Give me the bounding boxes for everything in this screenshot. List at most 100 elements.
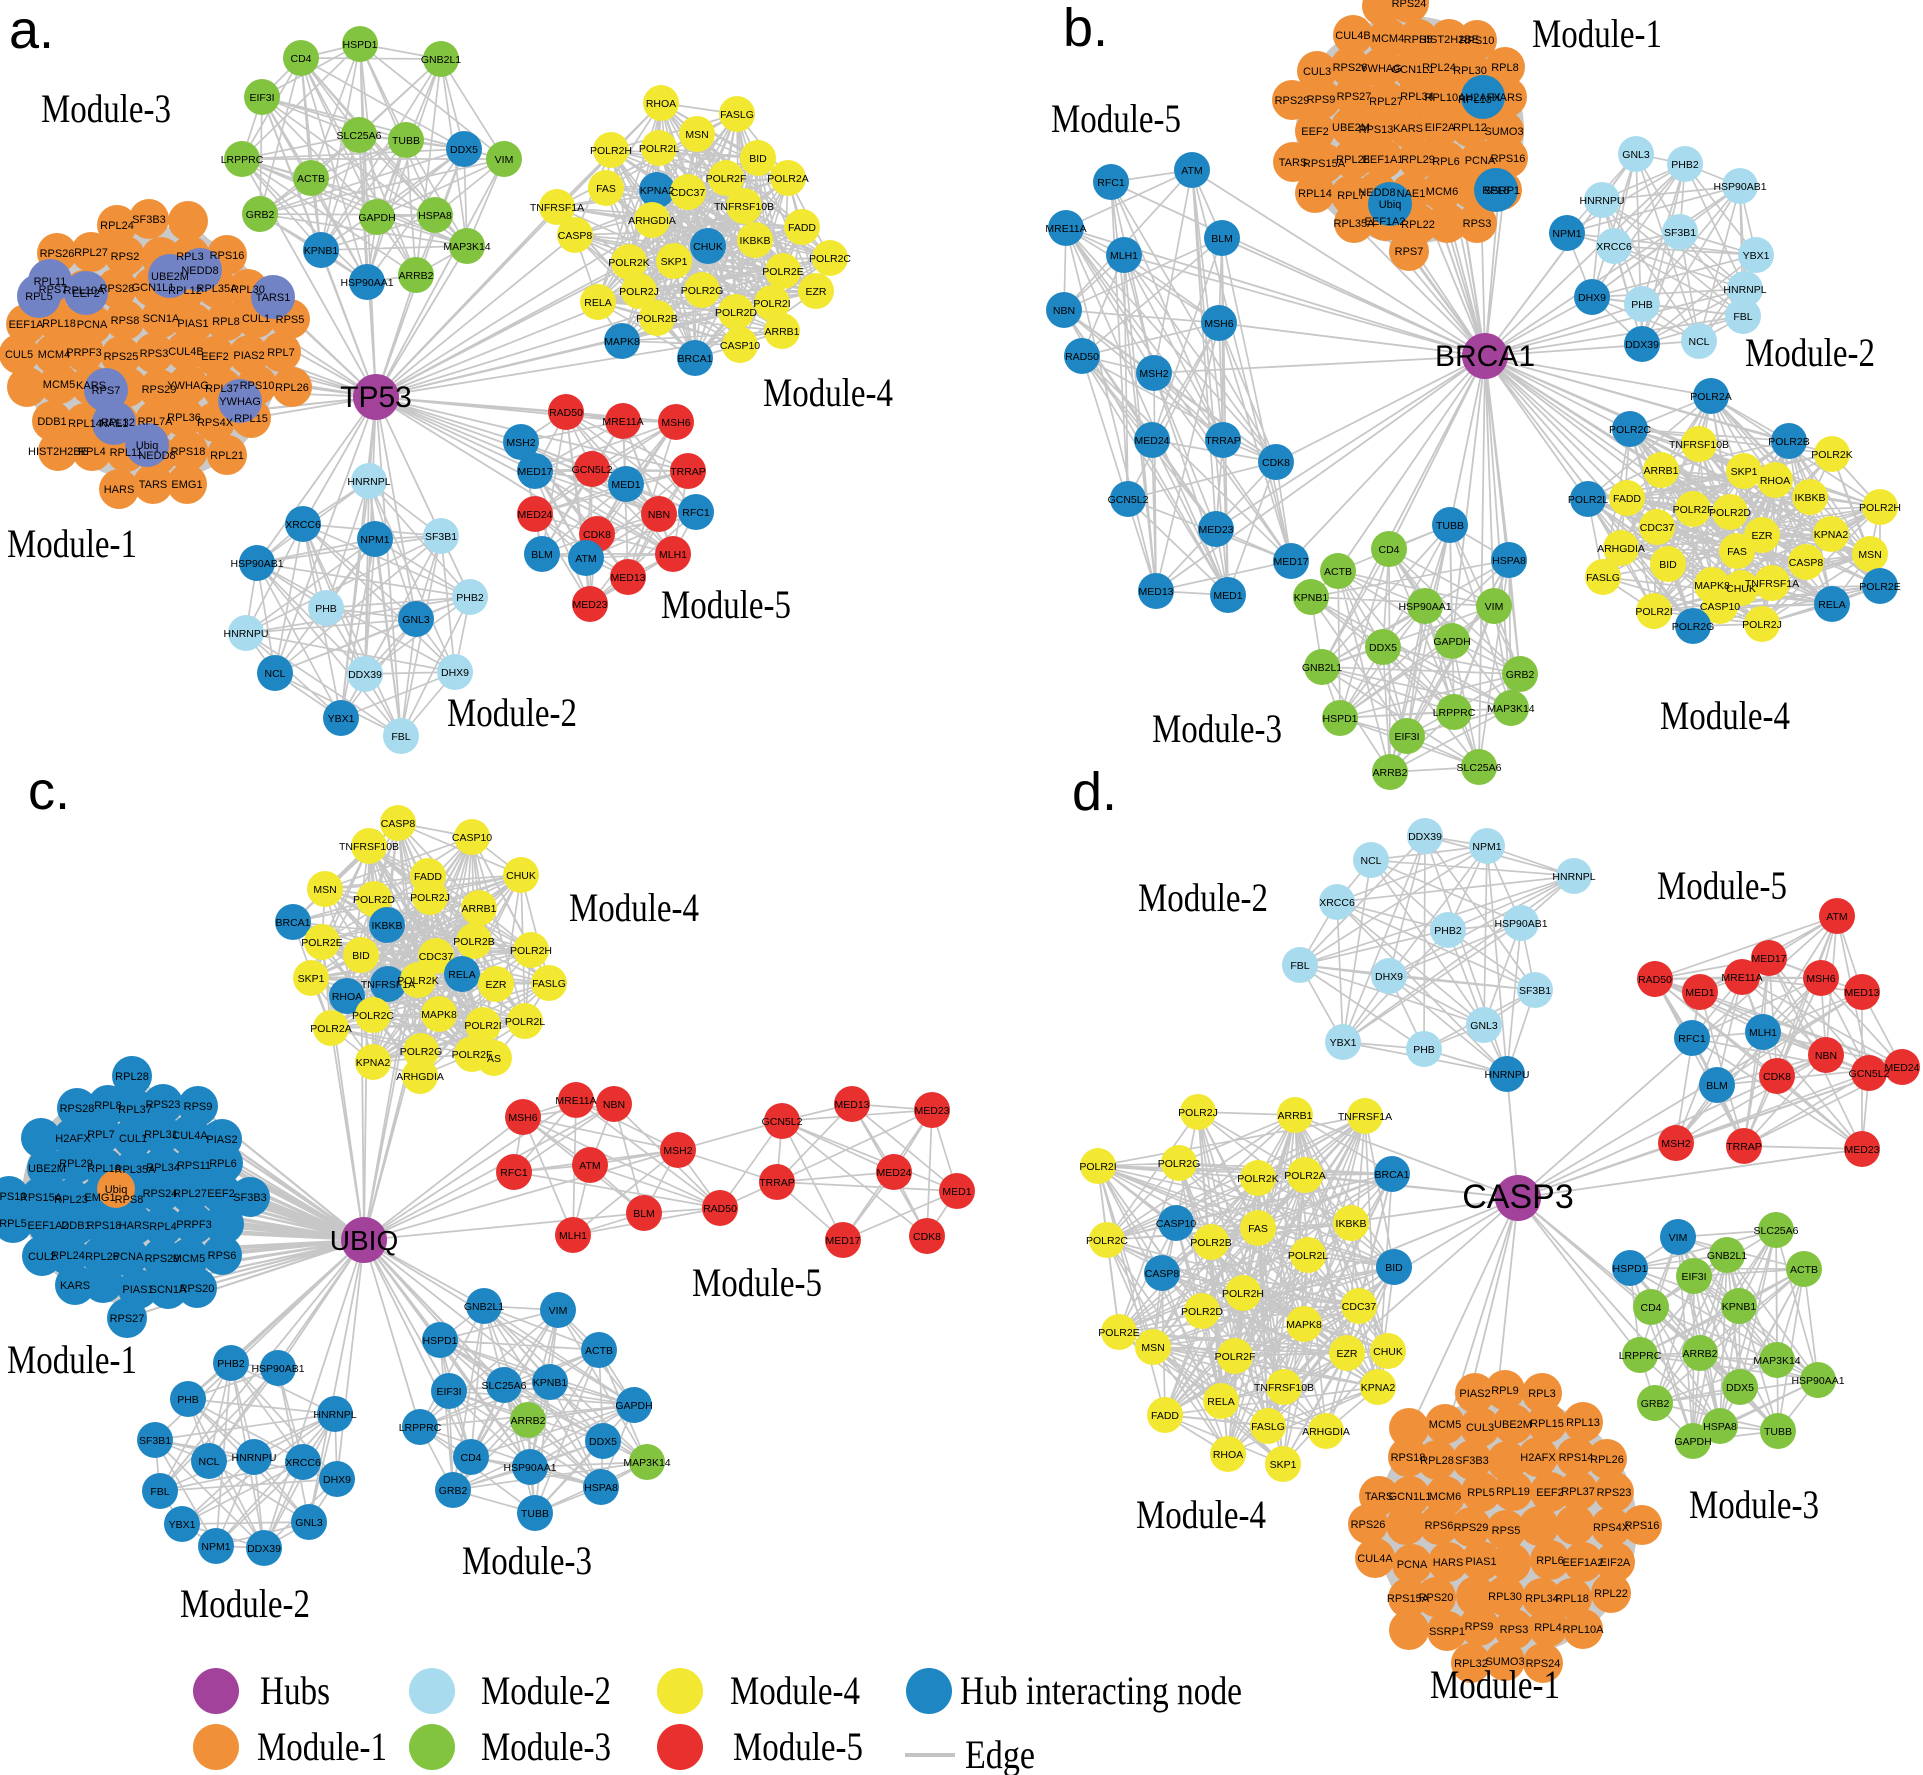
svg-text:DDX39: DDX39 bbox=[1625, 339, 1659, 351]
svg-text:EZR: EZR bbox=[1337, 1348, 1358, 1360]
svg-text:MSH6: MSH6 bbox=[661, 417, 690, 429]
svg-text:CASP8: CASP8 bbox=[1789, 557, 1824, 569]
svg-text:TUBB: TUBB bbox=[1764, 1426, 1792, 1438]
svg-text:Module-4: Module-4 bbox=[763, 370, 893, 415]
svg-text:GNL3: GNL3 bbox=[1470, 1020, 1498, 1032]
svg-text:HSP90AA1: HSP90AA1 bbox=[503, 1462, 556, 1474]
svg-text:KARS: KARS bbox=[60, 1280, 90, 1292]
svg-text:Module-4: Module-4 bbox=[1136, 1492, 1266, 1537]
svg-text:POLR2B: POLR2B bbox=[1190, 1237, 1231, 1249]
svg-text:POLR2J: POLR2J bbox=[410, 892, 450, 904]
svg-text:RPS25: RPS25 bbox=[104, 351, 139, 363]
svg-text:HNRNPL: HNRNPL bbox=[1723, 284, 1766, 296]
svg-text:SLC25A6: SLC25A6 bbox=[337, 130, 382, 142]
svg-text:PHB: PHB bbox=[315, 603, 337, 615]
svg-text:SUMO3: SUMO3 bbox=[1485, 1656, 1524, 1668]
svg-text:POLR2K: POLR2K bbox=[1811, 449, 1852, 461]
svg-text:ARHGDIA: ARHGDIA bbox=[628, 215, 676, 227]
svg-text:MED17: MED17 bbox=[1273, 556, 1308, 568]
svg-text:PHB2: PHB2 bbox=[456, 592, 484, 604]
svg-text:CUL2: CUL2 bbox=[28, 1251, 56, 1263]
svg-text:MAPK8: MAPK8 bbox=[604, 336, 640, 348]
svg-text:TARS: TARS bbox=[139, 479, 168, 491]
svg-text:MSH2: MSH2 bbox=[1661, 1138, 1690, 1150]
svg-text:RPS3: RPS3 bbox=[140, 348, 169, 360]
svg-text:RPS15A: RPS15A bbox=[1303, 158, 1346, 170]
svg-text:POLR2F: POLR2F bbox=[1673, 504, 1714, 516]
svg-text:PHB2: PHB2 bbox=[1434, 925, 1462, 937]
svg-text:RPS14: RPS14 bbox=[1559, 1452, 1594, 1464]
svg-text:MLH1: MLH1 bbox=[559, 1230, 587, 1242]
svg-text:HSP90AB1: HSP90AB1 bbox=[1713, 181, 1766, 193]
svg-text:PHB: PHB bbox=[177, 1394, 199, 1406]
svg-text:MLH1: MLH1 bbox=[1110, 250, 1138, 262]
svg-text:RPS29: RPS29 bbox=[142, 384, 177, 396]
svg-text:HARS: HARS bbox=[119, 1220, 150, 1232]
svg-text:MED24: MED24 bbox=[1134, 435, 1169, 447]
svg-text:RPL13: RPL13 bbox=[1458, 94, 1492, 106]
svg-text:EEF1A2: EEF1A2 bbox=[1365, 216, 1406, 228]
svg-text:RPS8: RPS8 bbox=[115, 1194, 144, 1206]
svg-text:PIAS2: PIAS2 bbox=[206, 1134, 237, 1146]
svg-text:RPL5: RPL5 bbox=[25, 291, 53, 303]
svg-text:LRPPRC: LRPPRC bbox=[1433, 707, 1476, 719]
svg-text:d.: d. bbox=[1072, 762, 1117, 822]
svg-text:YBX1: YBX1 bbox=[169, 1519, 196, 1531]
svg-text:MAP3K14: MAP3K14 bbox=[443, 241, 490, 253]
svg-text:MED23: MED23 bbox=[1844, 1144, 1879, 1156]
svg-text:RPL14: RPL14 bbox=[68, 418, 102, 430]
svg-text:PIAS2: PIAS2 bbox=[233, 350, 264, 362]
svg-text:POLR2A: POLR2A bbox=[310, 1023, 351, 1035]
svg-text:RPL26: RPL26 bbox=[1590, 1454, 1624, 1466]
svg-text:RPL15: RPL15 bbox=[1530, 1418, 1564, 1430]
svg-text:RPS29: RPS29 bbox=[1454, 1522, 1489, 1534]
svg-text:RPS23: RPS23 bbox=[146, 1099, 181, 1111]
svg-text:SKP1: SKP1 bbox=[1270, 1459, 1297, 1471]
svg-text:SUMO3: SUMO3 bbox=[1484, 126, 1523, 138]
svg-text:VIM: VIM bbox=[495, 154, 514, 166]
svg-text:DDX5: DDX5 bbox=[589, 1436, 617, 1448]
svg-text:a.: a. bbox=[9, 0, 54, 60]
svg-text:AS: AS bbox=[487, 1053, 501, 1065]
svg-text:Ubiq: Ubiq bbox=[105, 1184, 128, 1196]
svg-text:Module-3: Module-3 bbox=[462, 1538, 592, 1583]
svg-text:POLR2I: POLR2I bbox=[1079, 1161, 1116, 1173]
svg-text:POLR2C: POLR2C bbox=[809, 253, 851, 265]
svg-text:RELA: RELA bbox=[584, 297, 611, 309]
svg-text:ATM: ATM bbox=[1181, 165, 1202, 177]
svg-text:SLC25A6: SLC25A6 bbox=[1457, 762, 1502, 774]
svg-text:Module-1: Module-1 bbox=[7, 521, 137, 566]
svg-text:TUBB: TUBB bbox=[521, 1508, 549, 1520]
svg-text:RPS27: RPS27 bbox=[1337, 91, 1372, 103]
svg-text:RPS26: RPS26 bbox=[1333, 62, 1368, 74]
svg-text:RPS24: RPS24 bbox=[143, 1188, 178, 1200]
svg-text:CDK8: CDK8 bbox=[1262, 457, 1290, 469]
svg-text:BRCA1: BRCA1 bbox=[1435, 340, 1535, 373]
svg-text:RPL4: RPL4 bbox=[149, 1221, 177, 1233]
svg-text:POLR2C: POLR2C bbox=[1609, 424, 1651, 436]
svg-text:Module-1: Module-1 bbox=[7, 1337, 137, 1382]
svg-text:RPL6: RPL6 bbox=[1432, 156, 1460, 168]
svg-text:TARS: TARS bbox=[1365, 1491, 1394, 1503]
svg-text:POLR2F: POLR2F bbox=[1215, 1351, 1256, 1363]
svg-text:GNL3: GNL3 bbox=[1622, 149, 1650, 161]
svg-text:POLR2I: POLR2I bbox=[1635, 606, 1672, 618]
svg-text:PIAS1: PIAS1 bbox=[122, 1284, 153, 1296]
svg-text:RPS16: RPS16 bbox=[1491, 153, 1526, 165]
svg-text:DHX9: DHX9 bbox=[1375, 971, 1403, 983]
svg-text:RPL35A: RPL35A bbox=[1334, 218, 1376, 230]
svg-text:CASP8: CASP8 bbox=[558, 230, 593, 242]
svg-text:PHB2: PHB2 bbox=[1671, 159, 1699, 171]
svg-text:RPL22: RPL22 bbox=[1594, 1588, 1628, 1600]
svg-text:Module-5: Module-5 bbox=[661, 582, 791, 627]
svg-text:EIF2A: EIF2A bbox=[1425, 122, 1456, 134]
svg-text:LRPPRC: LRPPRC bbox=[1619, 1350, 1662, 1362]
svg-text:RPL21: RPL21 bbox=[210, 450, 244, 462]
svg-text:POLR2K: POLR2K bbox=[1237, 1173, 1278, 1185]
svg-text:CASP10: CASP10 bbox=[720, 340, 760, 352]
svg-text:RPL24: RPL24 bbox=[1422, 62, 1456, 74]
svg-text:CASP10: CASP10 bbox=[1156, 1218, 1196, 1230]
svg-text:CD4: CD4 bbox=[1378, 544, 1399, 556]
svg-text:RPL37: RPL37 bbox=[205, 383, 239, 395]
svg-text:ARRB2: ARRB2 bbox=[1682, 1348, 1717, 1360]
